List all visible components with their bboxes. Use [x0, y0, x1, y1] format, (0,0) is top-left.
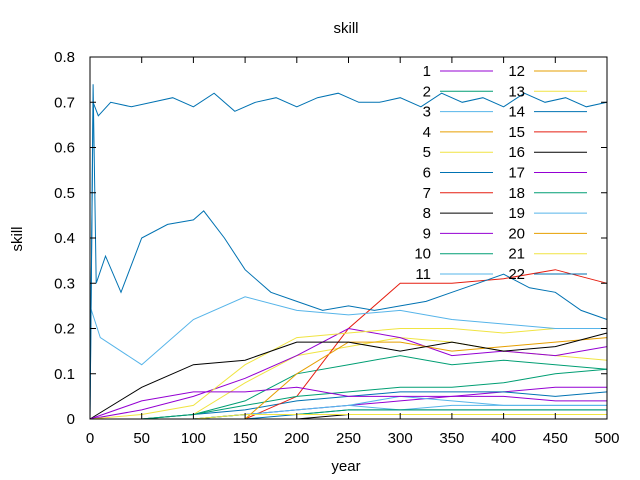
y-axis: 0 0.1 0.2 0.3 0.4 0.5 0.6 0.7 0.8 [54, 49, 607, 428]
legend-label: 7 [423, 185, 431, 202]
y-tick-label: 0.5 [54, 185, 75, 202]
y-tick-label: 0.6 [54, 140, 75, 157]
y-tick-label: 0.2 [54, 321, 75, 338]
legend-label: 1 [423, 63, 431, 80]
legend-label: 6 [423, 165, 431, 182]
legend-label: 11 [415, 266, 431, 283]
x-axis: 0 50 100 150 200 250 300 350 400 450 500 [86, 57, 620, 447]
legend-label: 10 [414, 246, 431, 263]
legend-label: 13 [508, 83, 525, 100]
legend-label: 3 [423, 104, 431, 121]
series-line-19 [89, 296, 607, 366]
y-tick-label: 0.4 [54, 230, 75, 247]
series-line-22 [89, 84, 608, 420]
legend-label: 17 [508, 165, 525, 182]
series-line-9 [89, 327, 608, 420]
x-tick-label: 300 [388, 430, 413, 447]
y-tick-label: 0.1 [54, 366, 75, 383]
x-tick-label: 450 [543, 430, 568, 447]
legend-label: 21 [508, 246, 525, 263]
x-tick-label: 400 [491, 430, 516, 447]
y-tick-label: 0.7 [54, 94, 75, 111]
legend-label: 5 [423, 144, 431, 161]
legend-label: 16 [508, 144, 525, 161]
y-tick-label: 0.3 [54, 275, 75, 292]
x-tick-label: 350 [439, 430, 464, 447]
x-tick-label: 100 [181, 430, 206, 447]
series-line-16 [89, 332, 608, 420]
plot-frame [89, 56, 608, 420]
legend-label: 20 [508, 225, 525, 242]
legend-label: 18 [508, 185, 525, 202]
chart-title: skill [334, 20, 359, 37]
legend-label: 12 [508, 63, 525, 80]
series-line-unlabeled [89, 92, 608, 420]
legend-label: 14 [508, 104, 525, 121]
series-line-10 [90, 368, 608, 420]
series-line-17 [89, 386, 607, 420]
x-tick-label: 200 [284, 430, 309, 447]
y-tick-label: 0 [67, 411, 75, 428]
y-tick-label: 0.8 [54, 49, 75, 66]
x-tick-label: 50 [133, 430, 150, 447]
x-tick-label: 150 [233, 430, 258, 447]
x-tick-label: 0 [86, 430, 94, 447]
y-axis-label: skill [9, 227, 26, 252]
x-tick-label: 500 [594, 430, 619, 447]
x-axis-label: year [331, 458, 360, 475]
legend-label: 19 [508, 205, 525, 222]
legend-label: 4 [423, 124, 431, 141]
series-line-13 [89, 328, 607, 420]
legend-label: 9 [423, 225, 431, 242]
legend-label: 2 [423, 83, 431, 100]
x-tick-label: 250 [336, 430, 361, 447]
legend-label: 8 [423, 205, 431, 222]
legend-label: 22 [508, 266, 525, 283]
legend-label: 15 [508, 124, 525, 141]
